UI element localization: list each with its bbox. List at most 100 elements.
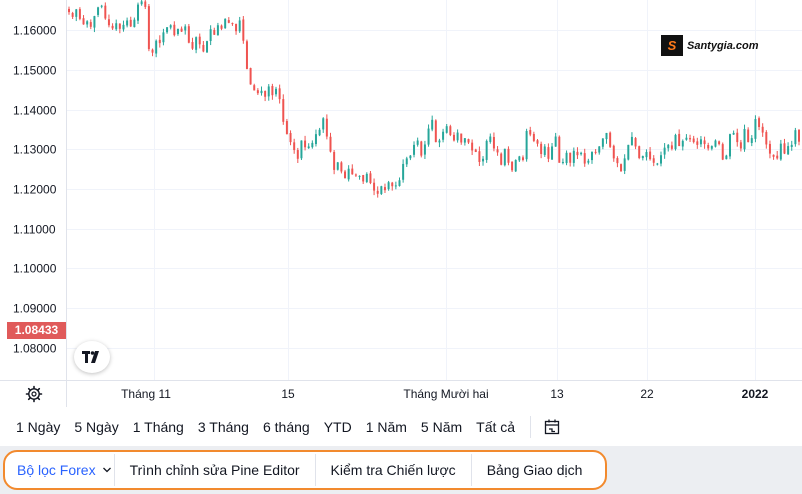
bottom-panel-tabs: Bộ lọc Forex Trình chỉnh sửa Pine Editor…: [3, 450, 607, 490]
candle-body: [743, 128, 746, 150]
chevron-down-icon: [102, 467, 111, 473]
range-ytd-button[interactable]: YTD: [323, 419, 352, 435]
candle-body: [176, 28, 179, 35]
candle-body: [344, 171, 347, 179]
santygia-watermark: S Santygia.com: [661, 35, 759, 56]
range-1-year-button[interactable]: 1 Năm: [365, 419, 407, 435]
candle-body: [507, 148, 510, 163]
candle-body: [275, 88, 278, 95]
range-toolbar: 1 Ngày 5 Ngày 1 Tháng 3 Tháng 6 tháng YT…: [0, 412, 802, 442]
candle-body: [467, 139, 470, 143]
tradingview-logo-icon: [82, 351, 99, 363]
price-tick-label: 1.13000: [13, 143, 57, 157]
candle-body: [398, 180, 401, 186]
candle-body: [768, 143, 771, 154]
candle-body: [231, 23, 234, 25]
candle-body: [601, 138, 604, 147]
candle-body: [692, 138, 695, 143]
range-5-year-button[interactable]: 5 Năm: [420, 419, 463, 435]
candle-body: [100, 5, 103, 7]
candle-body: [340, 162, 343, 172]
gear-icon: [25, 385, 43, 403]
candle-body: [627, 144, 630, 160]
chart-settings-button[interactable]: [24, 384, 44, 404]
candle-body: [754, 119, 757, 139]
tab-strategy-tester[interactable]: Kiểm tra Chiến lược: [330, 462, 456, 478]
candle-body: [460, 133, 463, 143]
candle-body: [383, 187, 386, 191]
candle-body: [413, 144, 416, 155]
price-tick-label: 1.12000: [13, 183, 57, 197]
range-3-month-button[interactable]: 3 Tháng: [197, 419, 249, 435]
candle-body: [689, 138, 692, 140]
price-axis: 1.16000 1.15000 1.14000 1.13000 1.12000 1.110…: [13, 24, 57, 356]
candle-body: [296, 150, 299, 159]
tab-separator: [113, 454, 115, 486]
candle-body: [260, 90, 263, 94]
range-1-month-button[interactable]: 1 Tháng: [132, 419, 184, 435]
time-axis[interactable]: Tháng 11 15 Tháng Mười hai 13 22 2022: [0, 380, 802, 407]
tab-pine-editor[interactable]: Trình chỉnh sửa Pine Editor: [129, 462, 300, 478]
candle-body: [565, 152, 568, 164]
candle-body: [609, 132, 612, 147]
watermark-text: Santygia.com: [687, 39, 759, 52]
candle-body: [271, 86, 274, 96]
candle-body: [256, 90, 259, 94]
candle-body: [216, 25, 219, 36]
range-5-day-button[interactable]: 5 Ngày: [74, 419, 119, 435]
candle-body: [558, 136, 561, 163]
candle-body: [649, 151, 652, 160]
candle-body: [652, 158, 655, 163]
candle-body: [202, 44, 205, 52]
candle-body: [235, 23, 238, 32]
calendar-range-icon: [544, 419, 560, 435]
candle-body: [580, 152, 583, 155]
candle-body: [187, 26, 190, 43]
time-label-15: 15: [281, 387, 295, 401]
candle-body: [213, 30, 216, 35]
candle-body: [474, 149, 477, 153]
price-chart[interactable]: 1.16000 1.15000 1.14000 1.13000 1.12000 1.110…: [0, 0, 802, 380]
candle-body: [416, 140, 419, 145]
range-6-month-button[interactable]: 6 tháng: [262, 419, 310, 435]
forex-filter-dropdown[interactable]: [102, 466, 112, 474]
chart-canvas[interactable]: 1.16000 1.15000 1.14000 1.13000 1.12000 1.110…: [0, 0, 802, 380]
candle-body: [104, 5, 107, 19]
candle-body: [358, 175, 361, 177]
candle-body: [551, 146, 554, 160]
candle-body: [489, 136, 492, 142]
candle-body: [147, 6, 150, 50]
go-to-date-button[interactable]: [541, 416, 563, 438]
candle-body: [532, 133, 535, 141]
price-tick-label: 1.11000: [13, 223, 56, 237]
tradingview-logo-button[interactable]: [74, 341, 110, 373]
candle-body: [333, 152, 336, 170]
candle-body: [318, 129, 321, 136]
price-tick-label: 1.16000: [13, 24, 57, 38]
tab-trading-panel[interactable]: Bảng Giao dịch: [486, 462, 583, 478]
candle-body: [322, 118, 325, 130]
candle-body: [616, 158, 619, 164]
candle-body: [267, 86, 270, 97]
candle-body: [93, 16, 96, 28]
candle-body: [434, 120, 437, 143]
candle-body: [307, 146, 310, 149]
range-1-day-button[interactable]: 1 Ngày: [16, 419, 61, 435]
candle-body: [68, 8, 70, 13]
current-price-label: 1.08433: [7, 322, 66, 339]
candle-body: [380, 186, 383, 194]
candle-body: [703, 140, 706, 145]
range-all-button[interactable]: Tất cả: [476, 419, 516, 435]
candle-body: [289, 133, 292, 143]
candle-body: [122, 24, 125, 30]
candle-body: [336, 162, 339, 170]
tab-forex-filter[interactable]: Bộ lọc Forex: [17, 462, 96, 478]
candle-body: [173, 24, 176, 36]
candle-body: [314, 134, 317, 145]
candle-body: [245, 41, 248, 69]
candle-body: [209, 29, 212, 42]
candle-body: [155, 40, 158, 54]
candle-body: [293, 142, 296, 151]
candle-body: [354, 174, 357, 176]
tab-separator: [470, 454, 472, 486]
